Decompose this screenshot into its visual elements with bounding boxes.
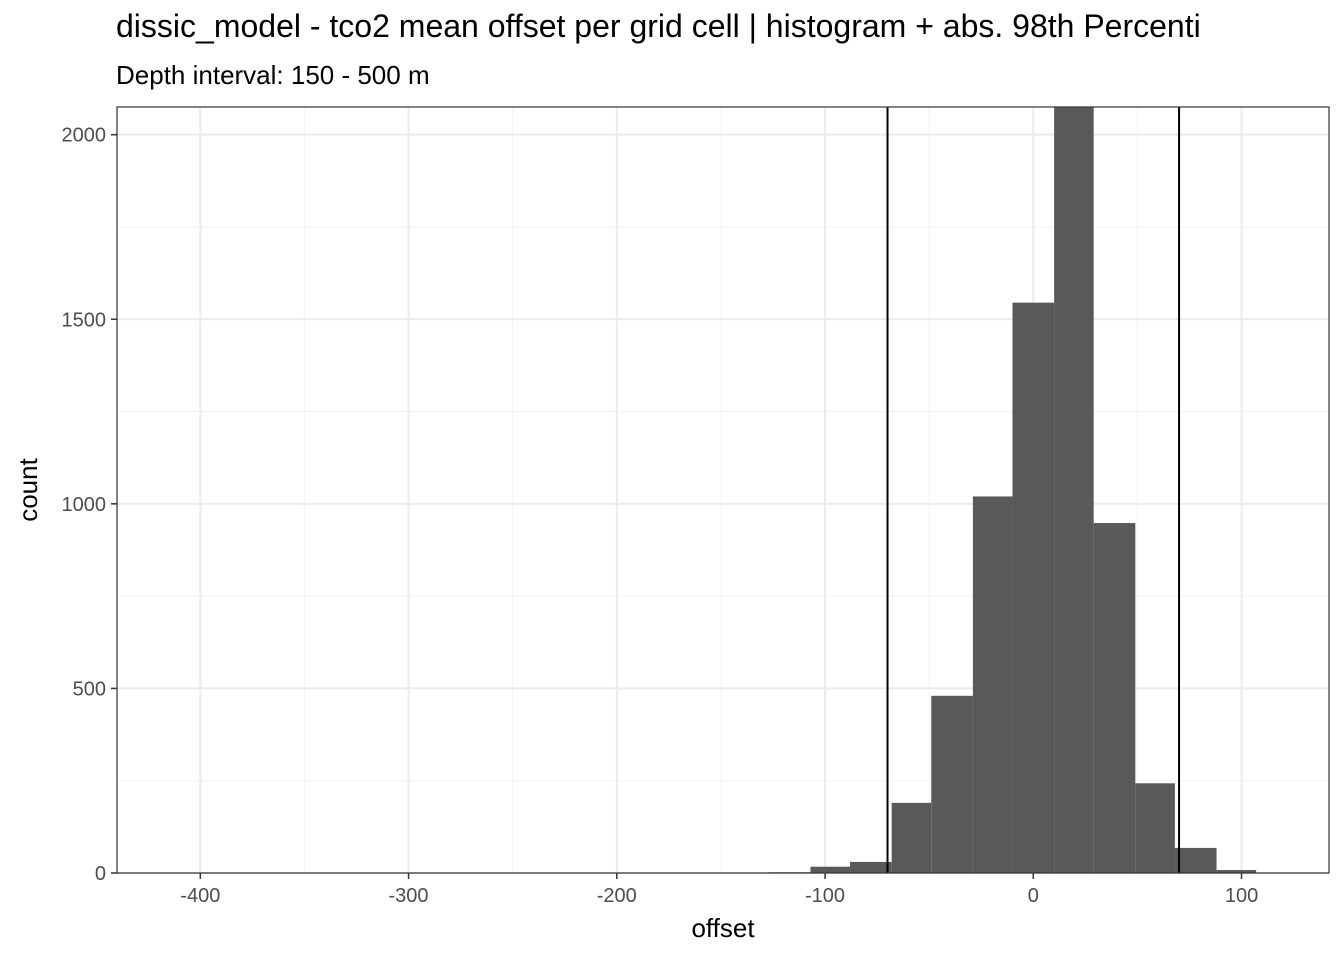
x-tick-label: -300 xyxy=(389,885,429,907)
x-axis-title: offset xyxy=(691,913,755,943)
chart-subtitle: Depth interval: 150 - 500 m xyxy=(116,60,430,90)
histogram-bar xyxy=(891,802,932,873)
histogram-bar xyxy=(931,695,973,873)
histogram-bar xyxy=(850,861,892,873)
histogram-bar xyxy=(810,866,851,873)
histogram-bar xyxy=(1093,523,1136,873)
grid-major xyxy=(117,107,1329,874)
histogram-bar xyxy=(1174,847,1217,873)
x-tick-label: -400 xyxy=(180,885,220,907)
percentile-lines xyxy=(886,107,1181,873)
grid-minor xyxy=(117,107,1329,873)
x-tick-label: -100 xyxy=(805,885,845,907)
x-tick-label: -200 xyxy=(597,885,637,907)
histogram-bars xyxy=(768,107,1257,873)
histogram-bar xyxy=(1135,783,1175,873)
y-tick-label: 2000 xyxy=(62,125,107,147)
x-axis-ticks: -400 -300 -200 -100 0 100 xyxy=(180,873,1258,907)
x-tick-label: 0 xyxy=(1028,885,1039,907)
panel-border xyxy=(116,106,1330,874)
histogram-bar xyxy=(1012,302,1055,873)
y-axis-title: count xyxy=(13,457,43,521)
y-tick-label: 1500 xyxy=(62,309,107,331)
histogram-bar xyxy=(1054,107,1094,873)
x-tick-label: 100 xyxy=(1225,885,1258,907)
y-tick-label: 1000 xyxy=(62,494,107,516)
histogram-bar xyxy=(1216,870,1257,873)
chart-title: dissic_model - tco2 mean offset per grid… xyxy=(116,8,1201,44)
histogram-bar xyxy=(972,496,1013,873)
y-axis-ticks: 0 500 1000 1500 2000 xyxy=(62,125,117,885)
y-tick-label: 500 xyxy=(73,678,106,700)
y-tick-label: 0 xyxy=(95,863,106,885)
